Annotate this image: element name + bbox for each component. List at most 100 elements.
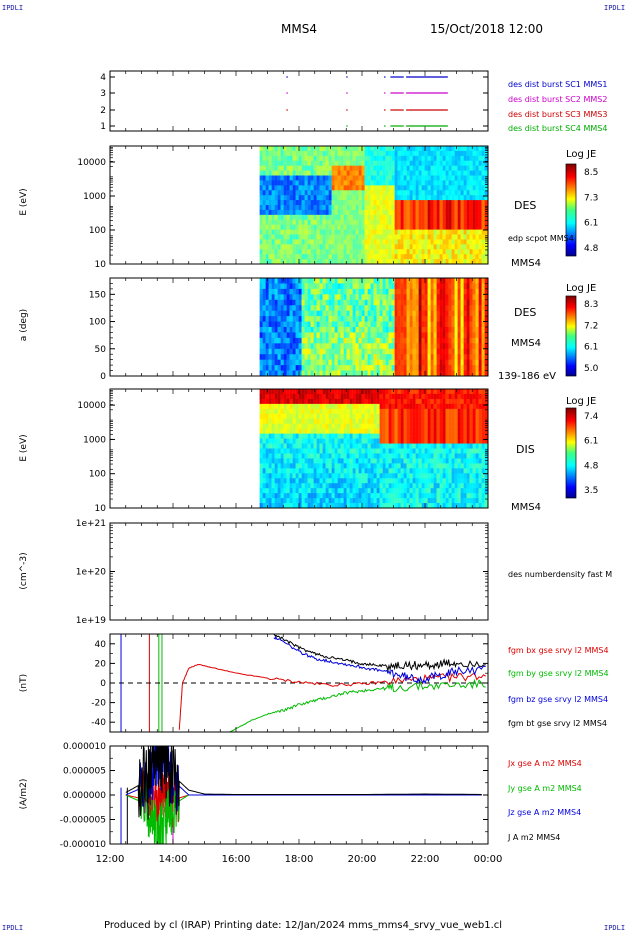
des-angle-cell (451, 337, 455, 344)
des-energy-cell (412, 185, 416, 191)
dis-energy-cell (259, 468, 263, 474)
des-energy-cell (400, 190, 404, 196)
des-energy-cell (478, 195, 482, 201)
dis-energy-cell (394, 488, 398, 494)
des-angle-cell (472, 288, 476, 295)
des-angle-cell (259, 365, 263, 372)
des-energy-cell (271, 155, 275, 162)
des-angle-cell (319, 348, 323, 355)
des-angle-cell (427, 278, 431, 284)
des-energy-cell (421, 180, 425, 186)
dis-energy-cell (286, 428, 290, 435)
des-energy-cell (439, 155, 443, 162)
dis-energy-cell (358, 493, 362, 499)
des-energy-cell (406, 249, 410, 255)
des-angle-cell (286, 343, 290, 350)
dis-energy-cell (337, 473, 341, 479)
dis-energy-cell (262, 473, 266, 479)
des-energy-cell (373, 180, 377, 186)
des-energy-cell (466, 180, 470, 186)
dis-energy-cell (295, 463, 299, 469)
des-angle-cell (475, 359, 479, 366)
des-energy-cell (307, 229, 311, 235)
dis-energy-cell (367, 438, 371, 445)
des-angle-cell (316, 294, 320, 301)
des-angle-cell (316, 327, 320, 333)
dis-energy-cell (328, 418, 332, 425)
des-energy-cell (439, 180, 443, 186)
des-energy-cell (406, 214, 410, 221)
dis-energy-cell (304, 418, 308, 425)
des-energy-cell (469, 170, 473, 176)
des-energy-cell (418, 229, 422, 235)
des-angle-cell (403, 310, 407, 317)
des-angle-cell (400, 321, 404, 328)
des-angle-cell (340, 332, 344, 339)
dis-energy-cell (346, 498, 350, 504)
des-energy-cell (334, 195, 338, 201)
dis-energy-cell (289, 423, 293, 430)
dis-energy-cell (370, 488, 374, 494)
des-angle-cell (445, 321, 449, 328)
des-energy-cell (457, 170, 461, 176)
des-angle-cell (307, 343, 311, 350)
des-energy-cell (361, 234, 365, 240)
des-energy-cell (466, 175, 470, 181)
dis-energy-cell (415, 463, 419, 469)
des-angle-cell (412, 299, 416, 306)
dis-energy-cell (421, 423, 425, 430)
dis-energy-cell (268, 428, 272, 435)
des-angle-cell (283, 299, 287, 306)
des-angle-cell (436, 348, 440, 355)
dis-energy-cell (283, 458, 287, 464)
des-energy-cell (394, 259, 398, 265)
des-angle-cell (403, 327, 407, 333)
dis-energy-cell (313, 413, 317, 420)
des-energy-cell (424, 180, 428, 186)
des-energy-cell (478, 259, 482, 265)
des-angle-cell (361, 337, 365, 344)
dis-energy-cell (379, 398, 383, 405)
des-energy-cell (319, 254, 323, 260)
des-energy-cell (265, 234, 269, 240)
dis-energy-cell (388, 418, 392, 425)
dis-energy-cell (433, 398, 437, 405)
dis-energy-cell (301, 389, 305, 395)
des-energy-cell (274, 175, 278, 181)
des-angle-cell (340, 294, 344, 301)
des-energy-cell (484, 249, 488, 255)
dis-energy-cell (415, 393, 419, 400)
dis-energy-cell (277, 463, 281, 469)
des-angle-cell (304, 343, 308, 350)
des-energy-cell (274, 146, 278, 152)
dis-energy-cell (433, 433, 437, 440)
des-angle-cell (385, 299, 389, 306)
des-angle-cell (436, 337, 440, 344)
des-energy-cell (283, 244, 287, 250)
des-angle-cell (373, 348, 377, 355)
dis-energy-cell (442, 448, 446, 454)
des-energy-cell (319, 205, 323, 211)
des-energy-cell (349, 165, 353, 172)
des-energy-cell (289, 160, 293, 167)
dis-energy-cell (376, 428, 380, 435)
des-energy-cell (271, 224, 275, 231)
des-energy-cell (298, 165, 302, 172)
des-energy-cell (334, 239, 338, 245)
des-angle-cell (262, 305, 266, 312)
des-angle-cell (328, 305, 332, 312)
des-energy-cell (478, 165, 482, 172)
des-energy-cell (409, 185, 413, 191)
des-energy-cell (262, 150, 266, 157)
dis-energy-cell (283, 463, 287, 469)
dis-energy-cell (415, 453, 419, 459)
des-energy-cell (424, 239, 428, 245)
des-angle-cell (343, 332, 347, 339)
des-angle-cell (385, 370, 389, 377)
dis-energy-cell (349, 423, 353, 430)
des-angle-cell (415, 337, 419, 344)
dis-energy-cell (268, 418, 272, 425)
dis-energy-cell (346, 393, 350, 400)
des-angle-cell (442, 354, 446, 361)
dis-energy-cell (283, 403, 287, 410)
